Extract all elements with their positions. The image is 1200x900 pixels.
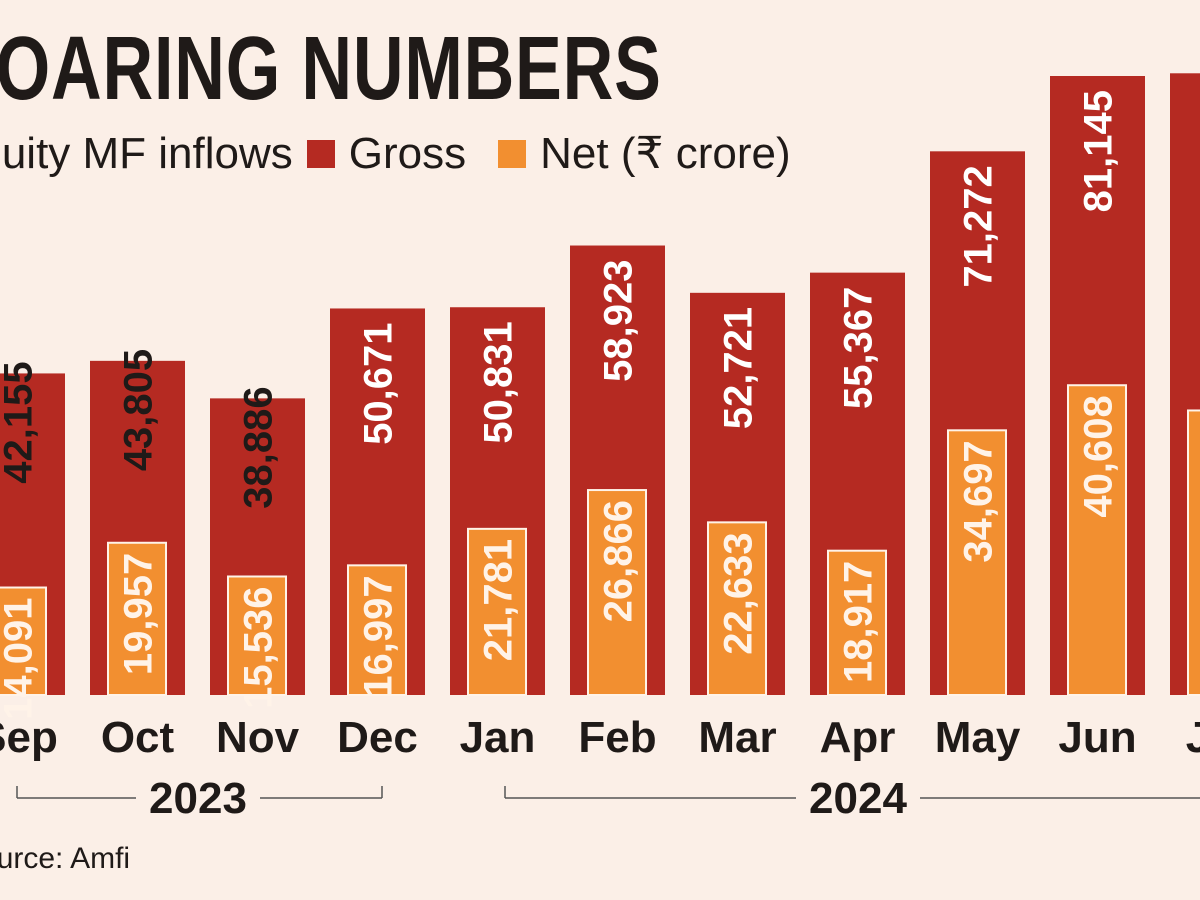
gross-label-dec: 50,671 [357,322,401,444]
chart-subtitle: Equity MF inflows [0,128,293,178]
month-label-apr: Apr [820,713,896,762]
net-bar-sep [0,586,47,696]
net-bar-jul [1187,409,1200,696]
chart-title: SOARING NUMBERS [0,19,662,119]
net-label-oct: 19,957 [117,553,161,675]
gross-label-jun: 81,145 [1077,90,1121,212]
net-bar-nov [227,575,287,697]
month-label-mar: Mar [698,713,776,762]
gross-label-apr: 55,367 [837,287,881,409]
gross-label-may: 71,272 [957,165,1001,287]
net-label-sep: 14,091 [0,598,41,720]
month-label-sep: Sep [0,713,58,762]
year-2023-label: 2023 [149,774,247,823]
month-label-feb: Feb [578,713,656,762]
net-bar-may [947,429,1007,696]
net-label-apr: 18,917 [837,561,881,683]
gross-label-jan: 50,831 [477,321,521,443]
net-bar-feb [587,489,647,696]
legend-label-gross: Gross [348,128,467,178]
gross-label-feb: 58,923 [597,260,641,382]
gross-label-sep: 42,155 [0,361,41,483]
gross-label-nov: 38,886 [237,386,281,508]
net-bar-dec [347,564,407,696]
net-label-nov: 15,536 [237,586,281,708]
legend: Equity MF inflows Gross Net (₹ crore) [0,128,791,179]
month-label-nov: Nov [216,713,300,762]
legend-label-net: Net (₹ crore) [540,129,791,178]
net-bar-jan [467,527,527,697]
net-label-jun: 40,608 [1077,395,1121,517]
net-label-may: 34,697 [957,440,1001,562]
month-label-jul: Jul [1186,713,1200,762]
net-bar-jun [1067,384,1127,696]
net-bar-oct [107,541,167,696]
legend-swatch-net [498,139,527,168]
net-bar-apr [827,549,887,696]
month-label-dec: Dec [337,713,418,762]
month-label-jun: Jun [1058,713,1136,762]
month-label-may: May [935,713,1021,762]
gross-label-oct: 43,805 [117,349,161,471]
month-label-jan: Jan [460,713,536,762]
net-label-dec: 16,997 [357,575,401,697]
gross-label-mar: 52,721 [717,307,761,429]
year-2024-label: 2024 [809,774,907,823]
month-label-oct: Oct [101,713,175,762]
net-bar-mar [707,521,767,697]
net-label-mar: 22,633 [717,532,761,654]
net-label-feb: 26,866 [597,500,641,622]
source-note: Source: Amfi [0,842,131,875]
net-label-jan: 21,781 [477,539,521,661]
legend-swatch-gross [306,139,335,168]
